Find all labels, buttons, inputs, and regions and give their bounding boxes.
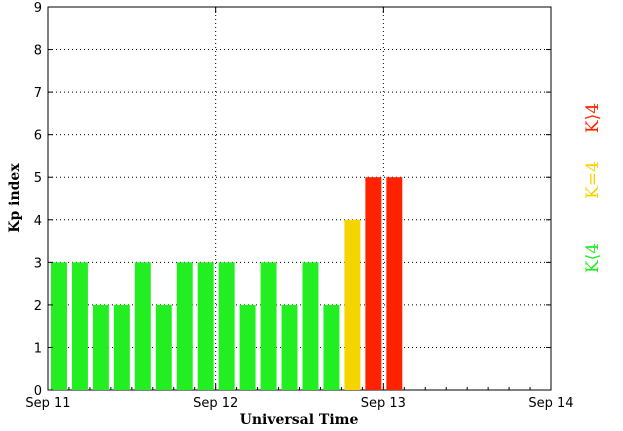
y-tick-label: 1 [34,341,42,356]
x-axis-title: Universal Time [240,412,359,428]
kp-bar [92,304,109,390]
legend-item: K⟩4 [583,103,603,133]
kp-bar [218,262,235,390]
kp-bar [386,177,403,390]
legend: K⟨4 K=4 K⟩4 [583,103,603,273]
y-tick-label: 5 [34,171,42,186]
kp-bar [344,219,361,390]
x-tick-label: Sep 13 [361,396,406,411]
kp-bar [197,262,214,390]
x-tick-label: Sep 12 [193,396,238,411]
y-tick-label: 7 [34,86,42,101]
y-tick-label: 9 [34,1,42,16]
kp-bar [51,262,67,390]
y-tick-label: 3 [34,256,42,271]
y-tick-label: 8 [34,44,42,59]
y-axis-title: Kp index [7,163,23,233]
y-tick-label: 6 [34,129,42,144]
kp-bar [155,304,172,390]
kp-bar [176,262,193,390]
plot-area [47,6,552,391]
y-tick-label: 2 [34,299,42,314]
y-tick-label: 4 [34,214,42,229]
bars [51,177,403,390]
kp-bar [323,304,340,390]
kp-bar [134,262,151,390]
kp-bar [302,262,319,390]
kp-bar [281,304,298,390]
kp-bar [365,177,382,390]
y-axis: 0 1 2 3 4 5 6 7 8 9 [34,1,551,399]
x-tick-label: Sep 11 [25,396,70,411]
legend-item: K=4 [583,161,603,199]
x-axis: Sep 11 Sep 12 Sep 13 Sep 14 [25,7,574,411]
kp-bar [113,304,130,390]
legend-item: K⟨4 [583,243,603,273]
y-tick-label: 0 [34,384,42,399]
kp-bar [260,262,277,390]
kp-bar [71,262,88,390]
kp-bar [239,304,256,390]
x-tick-label: Sep 14 [528,396,573,411]
